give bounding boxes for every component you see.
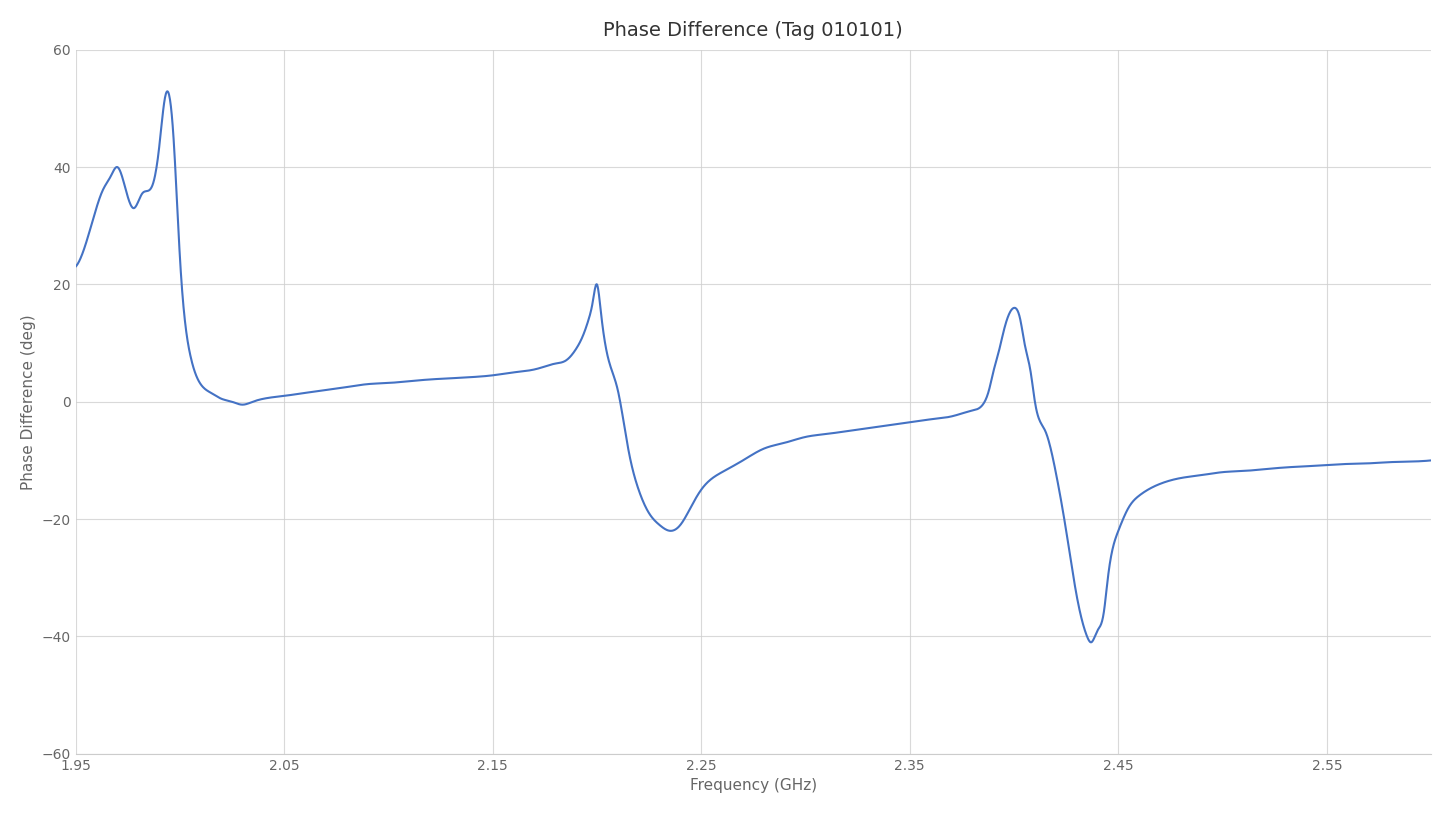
Title: Phase Difference (Tag 010101): Phase Difference (Tag 010101) — [604, 21, 903, 40]
Y-axis label: Phase Difference (deg): Phase Difference (deg) — [20, 314, 36, 489]
X-axis label: Frequency (GHz): Frequency (GHz) — [690, 778, 817, 793]
